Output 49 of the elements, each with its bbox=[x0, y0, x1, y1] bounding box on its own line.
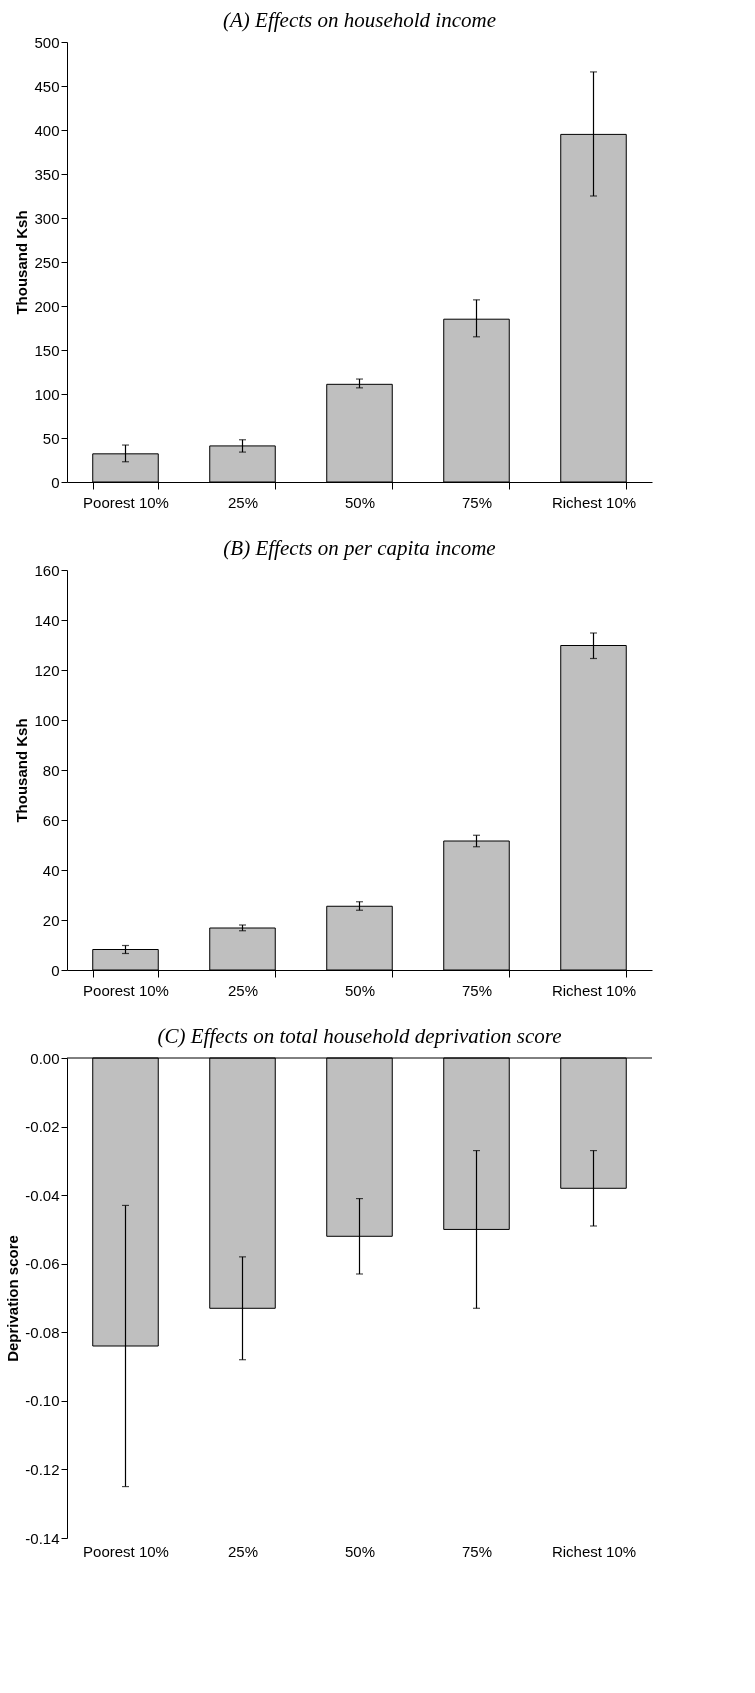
y-tick-label: 0 bbox=[51, 961, 60, 979]
y-tick-label: 0 bbox=[51, 473, 60, 491]
y-tick-label: 250 bbox=[34, 253, 60, 271]
y-tick-label: -0.06 bbox=[25, 1255, 60, 1273]
x-tick-label: 50% bbox=[344, 1542, 376, 1560]
x-tick-label: 75% bbox=[461, 981, 493, 999]
y-tick-label: -0.02 bbox=[25, 1118, 60, 1136]
y-tick-label: 350 bbox=[34, 165, 60, 183]
y-tick-label: 400 bbox=[34, 121, 60, 139]
y-tick-label: 200 bbox=[34, 297, 60, 315]
x-tick-label: Richest 10% bbox=[551, 1542, 637, 1560]
y-tick-label: 150 bbox=[34, 341, 60, 359]
y-tick-label: 20 bbox=[42, 911, 60, 929]
y-tick-label: -0.08 bbox=[25, 1323, 60, 1341]
y-tick-label: 120 bbox=[34, 661, 60, 679]
y-tick-label: 450 bbox=[34, 77, 60, 95]
x-tick-label: Richest 10% bbox=[551, 493, 637, 511]
y-tick-label: -0.14 bbox=[25, 1529, 60, 1547]
y-axis-title: Thousand Ksh bbox=[13, 718, 31, 823]
x-tick-label: Poorest 10% bbox=[83, 1542, 169, 1560]
y-tick-label: 140 bbox=[34, 611, 60, 629]
y-tick-label: 0.00 bbox=[30, 1049, 60, 1067]
y-tick-label: 60 bbox=[42, 811, 60, 829]
y-tick-label: -0.04 bbox=[25, 1186, 60, 1204]
x-tick-label: Richest 10% bbox=[551, 981, 637, 999]
y-tick-label: 160 bbox=[34, 561, 60, 579]
chart-title: (C) Effects on total household deprivation score bbox=[157, 1024, 562, 1048]
y-tick-label: 100 bbox=[34, 385, 60, 403]
y-axis-title: Deprivation score bbox=[4, 1235, 22, 1362]
x-tick-label: 50% bbox=[344, 493, 376, 511]
y-tick-label: -0.10 bbox=[25, 1392, 60, 1410]
x-tick-label: Poorest 10% bbox=[83, 981, 169, 999]
y-tick-label: 100 bbox=[34, 711, 60, 729]
y-tick-label: 500 bbox=[34, 33, 60, 51]
x-tick-label: 25% bbox=[227, 1542, 259, 1560]
x-tick-label: 25% bbox=[227, 493, 259, 511]
chart-title: (B) Effects on per capita income bbox=[223, 536, 496, 560]
x-tick-label: 50% bbox=[344, 981, 376, 999]
y-tick-label: 80 bbox=[42, 761, 60, 779]
y-tick-label: 50 bbox=[42, 429, 60, 447]
chart-title: (A) Effects on household income bbox=[223, 8, 496, 32]
x-tick-label: 75% bbox=[461, 493, 493, 511]
x-tick-label: 75% bbox=[461, 1542, 493, 1560]
y-tick-label: -0.12 bbox=[25, 1460, 60, 1478]
y-axis-title: Thousand Ksh bbox=[13, 210, 31, 315]
y-tick-label: 300 bbox=[34, 209, 60, 227]
x-tick-label: Poorest 10% bbox=[83, 493, 169, 511]
y-tick-label: 40 bbox=[42, 861, 60, 879]
x-tick-label: 25% bbox=[227, 981, 259, 999]
